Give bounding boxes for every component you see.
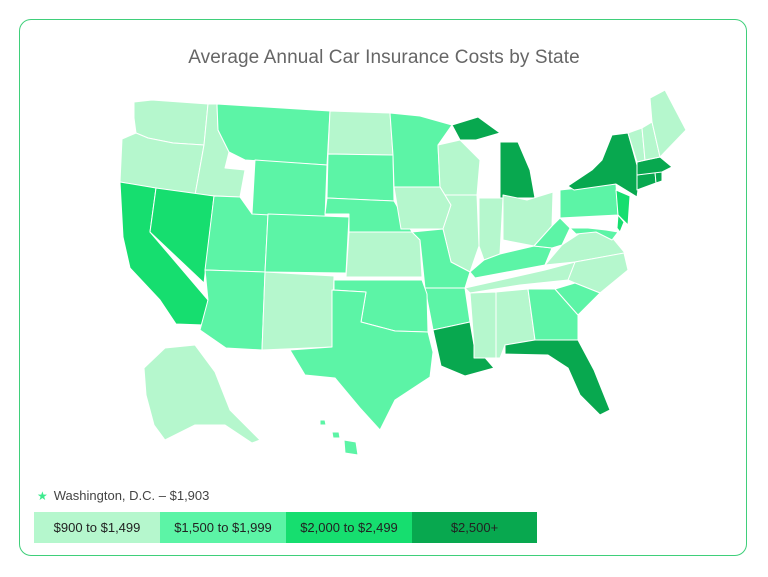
state-ga: [527, 288, 579, 341]
state-co: [264, 213, 350, 274]
state-nm: [261, 271, 335, 351]
state-mi: [451, 116, 536, 199]
state-ri: [654, 171, 663, 184]
state-nv: [149, 187, 215, 284]
state-me: [649, 89, 687, 158]
state-mo: [411, 228, 471, 289]
state-de: [616, 214, 625, 233]
legend-item-2: $1,500 to $1,999: [160, 512, 286, 543]
state-pa: [559, 183, 619, 219]
state-ak: [143, 344, 261, 444]
state-sd: [326, 153, 395, 202]
state-la: [432, 321, 495, 377]
legend-item-4: $2,500+: [412, 512, 537, 543]
state-tx: [289, 289, 434, 431]
map-title: Average Annual Car Insurance Costs by St…: [188, 47, 580, 68]
state-md: [569, 227, 619, 241]
state-az: [199, 269, 266, 351]
state-ms: [469, 291, 497, 359]
dc-note: ★ Washington, D.C. – $1,903: [37, 488, 209, 503]
state-hi: [319, 419, 359, 456]
state-ks: [345, 231, 423, 278]
state-wi: [437, 139, 481, 196]
state-fl: [504, 339, 611, 416]
state-sc: [554, 282, 601, 316]
legend: $900 to $1,499 $1,500 to $1,999 $2,000 to …: [34, 512, 537, 543]
state-ny: [567, 132, 641, 198]
state-nd: [327, 110, 394, 156]
state-wy: [251, 159, 328, 219]
state-ia: [393, 186, 452, 230]
state-mt: [216, 103, 331, 166]
star-icon: ★: [37, 488, 48, 503]
dc-note-text: Washington, D.C. – $1,903: [53, 488, 210, 503]
state-in: [478, 197, 504, 261]
legend-item-3: $2,000 to $2,499: [286, 512, 412, 543]
legend-item-1: $900 to $1,499: [34, 512, 160, 543]
